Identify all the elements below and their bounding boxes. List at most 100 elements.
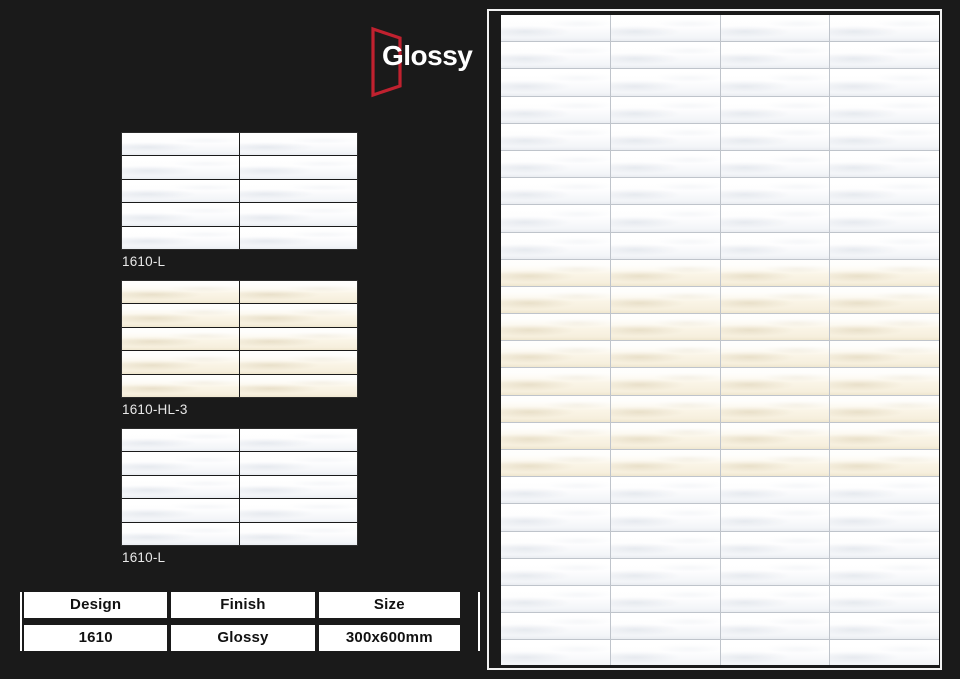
wall-tile-grid xyxy=(501,15,939,665)
tile-brick xyxy=(501,640,610,665)
tile-brick xyxy=(610,205,720,232)
tile-brick xyxy=(720,477,830,504)
tile-brick xyxy=(501,613,610,640)
tile-swatch-1610-l-bottom[interactable] xyxy=(122,429,357,545)
tile-brick xyxy=(830,96,939,123)
tile-brick xyxy=(610,259,720,286)
tile-brick xyxy=(122,133,239,156)
tile-brick xyxy=(122,327,239,351)
tile-brick xyxy=(720,259,830,286)
tile-brick xyxy=(501,286,610,314)
tile-brick xyxy=(720,205,830,232)
tile-brick xyxy=(501,558,610,585)
tile-brick xyxy=(501,259,610,286)
tile-brick xyxy=(830,150,939,178)
tile-brick xyxy=(830,232,939,259)
tile-brick xyxy=(240,179,357,203)
tile-brick xyxy=(501,232,610,259)
spec-table-row: 1610 Glossy 300x600mm xyxy=(24,625,461,651)
tile-brick xyxy=(830,259,939,286)
tile-brick xyxy=(830,422,939,449)
tile-brick xyxy=(720,69,830,96)
tile-brick xyxy=(240,351,357,374)
tile-brick xyxy=(610,286,720,314)
tile-brick xyxy=(830,314,939,341)
tile-brick xyxy=(720,450,830,477)
spec-value-size: 300x600mm xyxy=(318,625,461,651)
tile-brick xyxy=(610,613,720,640)
tile-brick xyxy=(122,281,239,304)
tile-brick xyxy=(830,15,939,42)
swatch-label-1: 1610-L xyxy=(122,254,166,269)
tile-brick xyxy=(610,640,720,665)
tile-brick xyxy=(501,450,610,477)
tile-brick xyxy=(720,123,830,150)
tile-swatch-1610-l-top[interactable] xyxy=(122,133,357,249)
tile-brick xyxy=(610,69,720,96)
tile-brick xyxy=(830,341,939,368)
tile-brick xyxy=(720,640,830,665)
tile-brick xyxy=(501,42,610,69)
spec-table: Design Finish Size 1610 Glossy 300x600mm xyxy=(20,592,480,651)
tile-brick xyxy=(240,203,357,226)
tile-brick xyxy=(830,69,939,96)
tile-brick xyxy=(240,499,357,522)
tile-brick xyxy=(720,504,830,531)
tile-brick xyxy=(610,422,720,449)
tile-brick xyxy=(830,477,939,504)
tile-brick xyxy=(830,613,939,640)
tile-brick xyxy=(501,123,610,150)
tile-brick xyxy=(240,452,357,475)
tile-brick xyxy=(501,368,610,395)
tile-brick xyxy=(610,42,720,69)
tile-brick xyxy=(240,327,357,351)
tile-brick xyxy=(240,281,357,304)
tile-brick xyxy=(501,69,610,96)
tile-brick xyxy=(122,226,239,249)
tile-brick xyxy=(501,422,610,449)
tile-brick xyxy=(830,558,939,585)
spec-header-design: Design xyxy=(24,592,168,618)
tile-brick xyxy=(122,374,239,397)
tile-brick xyxy=(610,368,720,395)
tile-brick xyxy=(720,368,830,395)
tile-brick xyxy=(240,374,357,397)
tile-brick xyxy=(720,42,830,69)
tile-brick xyxy=(240,226,357,249)
tile-brick xyxy=(501,395,610,422)
tile-brick xyxy=(830,286,939,314)
tile-brick xyxy=(122,351,239,374)
tile-brick xyxy=(501,504,610,531)
tile-brick xyxy=(122,475,239,499)
tile-brick xyxy=(501,531,610,558)
tile-brick xyxy=(610,585,720,613)
tile-brick xyxy=(501,477,610,504)
tile-brick xyxy=(720,96,830,123)
tile-brick xyxy=(720,150,830,178)
tile-brick xyxy=(830,42,939,69)
tile-brick xyxy=(720,15,830,42)
tile-brick xyxy=(720,286,830,314)
tile-brick xyxy=(610,150,720,178)
tile-brick xyxy=(610,96,720,123)
tile-brick xyxy=(610,504,720,531)
tile-brick xyxy=(122,522,239,545)
tile-brick xyxy=(610,450,720,477)
tile-brick xyxy=(830,368,939,395)
wall-layout-preview[interactable] xyxy=(489,11,940,668)
tile-brick xyxy=(830,504,939,531)
tile-brick xyxy=(610,395,720,422)
tile-brick xyxy=(610,178,720,205)
tile-brick xyxy=(501,96,610,123)
tile-brick xyxy=(501,178,610,205)
tile-brick xyxy=(122,429,239,452)
tile-brick xyxy=(720,531,830,558)
tile-brick xyxy=(720,613,830,640)
spec-table-header-row: Design Finish Size xyxy=(24,592,461,618)
tile-brick xyxy=(720,341,830,368)
spec-header-size: Size xyxy=(318,592,461,618)
tile-brick xyxy=(830,585,939,613)
tile-brick xyxy=(830,178,939,205)
spec-table-left-rail xyxy=(20,592,22,651)
tile-swatch-1610-hl-3[interactable] xyxy=(122,281,357,397)
